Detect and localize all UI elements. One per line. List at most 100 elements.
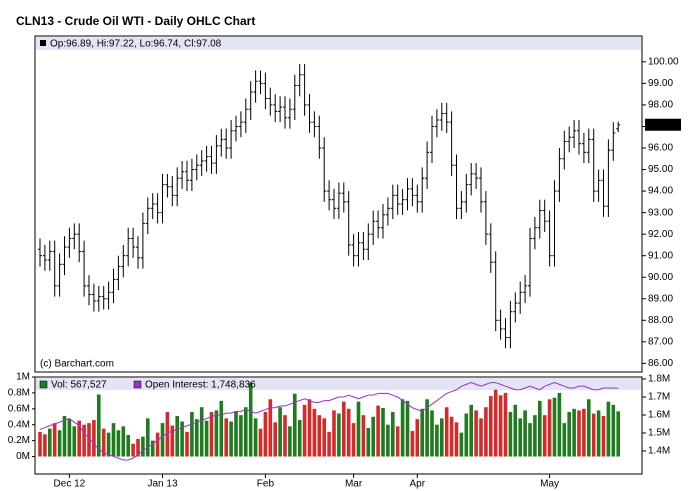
volume-bar [327,431,331,457]
y-tick-label: 0M [16,451,30,462]
volume-bar [175,415,179,457]
volume-bar [405,400,410,457]
volume-bar [239,415,243,457]
volume-bar [493,389,498,457]
y2-tick-label: 1.6M [648,410,670,421]
y-tick-label: 1M [16,372,30,383]
volume-bar [322,418,326,457]
y-tick-label: 89.00 [648,293,673,304]
credit: (c) Barchart.com [40,359,114,370]
volume-bar [77,420,81,457]
volume-bar [337,413,341,457]
y2-tick-label: 1.5M [648,428,670,439]
volume-bar [146,418,150,457]
legend-swatch [39,380,48,389]
volume-bar [92,419,96,457]
volume-bar [224,418,228,457]
y2-tick-label: 1.8M [648,374,670,385]
volume-bar [199,407,204,457]
legend-label: Open Interest: 1,748,836 [145,380,256,391]
x-tick-label: Mar [345,479,363,490]
volume-bar [160,423,165,457]
volume-bar [180,421,184,457]
volume-bar [435,424,439,457]
volume-bar [131,443,135,457]
volume-bar [297,419,302,457]
volume-bar [268,399,273,457]
volume-bar [444,407,449,457]
y-tick-label: 0.4M [8,419,30,430]
y-tick-label: 98.00 [648,100,673,111]
volume-bar [195,419,199,457]
volume-bar [155,432,160,457]
volume-bar [185,431,189,457]
volume-bar [190,411,194,457]
volume-bar [307,399,312,457]
y-tick-label: 92.00 [648,229,673,240]
volume-bar [82,424,86,457]
volume-bar [346,408,351,457]
oi-line [39,382,619,461]
volume-bar [567,411,571,457]
volume-bar [67,419,72,457]
volume-bar [38,431,42,457]
volume-bar [479,418,483,457]
volume-bar [469,404,473,457]
ohlc-info: Op:96.89, Hi:97.22, Lo:96.74, Cl:97.08 [50,39,222,50]
volume-bar [234,411,238,457]
volume-bar [386,424,390,457]
volume-bar [376,405,380,457]
volume-bar [332,410,336,457]
volume-bar [273,422,277,457]
volume-bar [342,401,346,457]
volume-bar [425,399,429,457]
volume-bar [293,393,297,457]
y-tick-label: 88.00 [648,315,673,326]
volume-bar [518,418,522,457]
volume-bar [552,397,557,457]
volume-bar [111,423,116,457]
y-tick-label: 87.00 [648,336,673,347]
y-tick-label: 90.00 [648,272,673,283]
chart-title: CLN13 - Crude Oil WTI - Daily OHLC Chart [16,14,255,28]
volume-bar [121,426,126,457]
y-tick-label: 0.8M [8,388,30,399]
volume-bar [449,416,454,457]
volume-bar [62,415,67,457]
y2-tick-label: 1.7M [648,392,670,403]
volume-bar [72,426,77,457]
info-marker [40,40,46,46]
volume-bar [587,399,591,457]
volume-bar [253,418,258,457]
legend-label: Vol: 567,527 [51,380,107,391]
volume-bar [219,400,224,457]
x-tick-label: Apr [410,479,426,490]
volume-bar [601,415,606,457]
volume-bar [136,439,140,457]
volume-bar [283,415,287,457]
volume-bar [106,432,111,457]
volume-bar [542,415,547,457]
volume-bar [440,418,444,457]
volume-bar [484,407,488,457]
volume-bar [591,413,596,457]
volume-bar [209,411,214,457]
volume-bar [454,422,459,457]
volume-bar [616,411,620,457]
volume-bar [170,425,175,457]
volume-bar [547,399,552,457]
volume-bar [214,410,219,457]
volume-bar [508,411,513,457]
x-tick-label: Jan 13 [147,479,177,490]
volume-bar [317,415,322,457]
volume-bar [503,392,508,457]
volume-bar [116,430,121,457]
volume-bar [258,428,263,457]
volume-bar [562,423,567,457]
volume-bar [395,426,400,457]
legend-swatch [133,380,142,389]
volume-bar [596,410,601,457]
last-price-label: 97.08 [648,119,673,130]
volume-bar [48,428,52,457]
